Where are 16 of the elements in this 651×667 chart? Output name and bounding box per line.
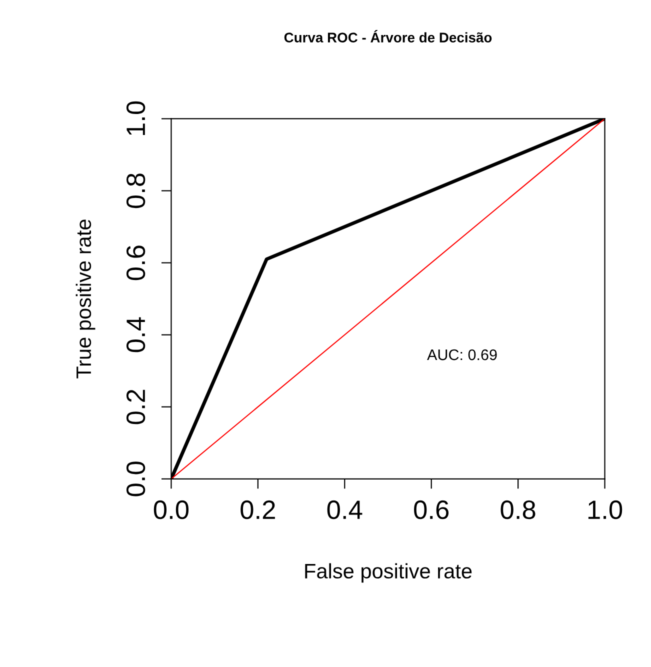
x-tick-label: 0.6 (414, 500, 449, 520)
chart-title: Curva ROC - Árvore de Decisão (284, 30, 492, 42)
x-axis-title: False positive rate (305, 563, 472, 583)
y-tick-label: 0.0 (126, 462, 146, 496)
y-tick-label: 0.4 (126, 317, 146, 352)
y-tick-label: 1.0 (126, 101, 146, 136)
y-axis-title: True positive rate (76, 220, 96, 378)
y-tick-label: 0.8 (126, 174, 146, 208)
x-tick-label: 0.2 (240, 500, 275, 520)
x-tick-label: 1.0 (588, 500, 622, 520)
x-tick-label: 0.4 (327, 500, 362, 520)
x-tick-label: 0.0 (154, 500, 189, 520)
y-tick-label: 0.6 (126, 246, 146, 280)
x-tick-label: 0.8 (500, 500, 536, 520)
annotation: AUC: 0.69 (427, 349, 497, 360)
y-tick-label: 0.2 (126, 390, 146, 424)
